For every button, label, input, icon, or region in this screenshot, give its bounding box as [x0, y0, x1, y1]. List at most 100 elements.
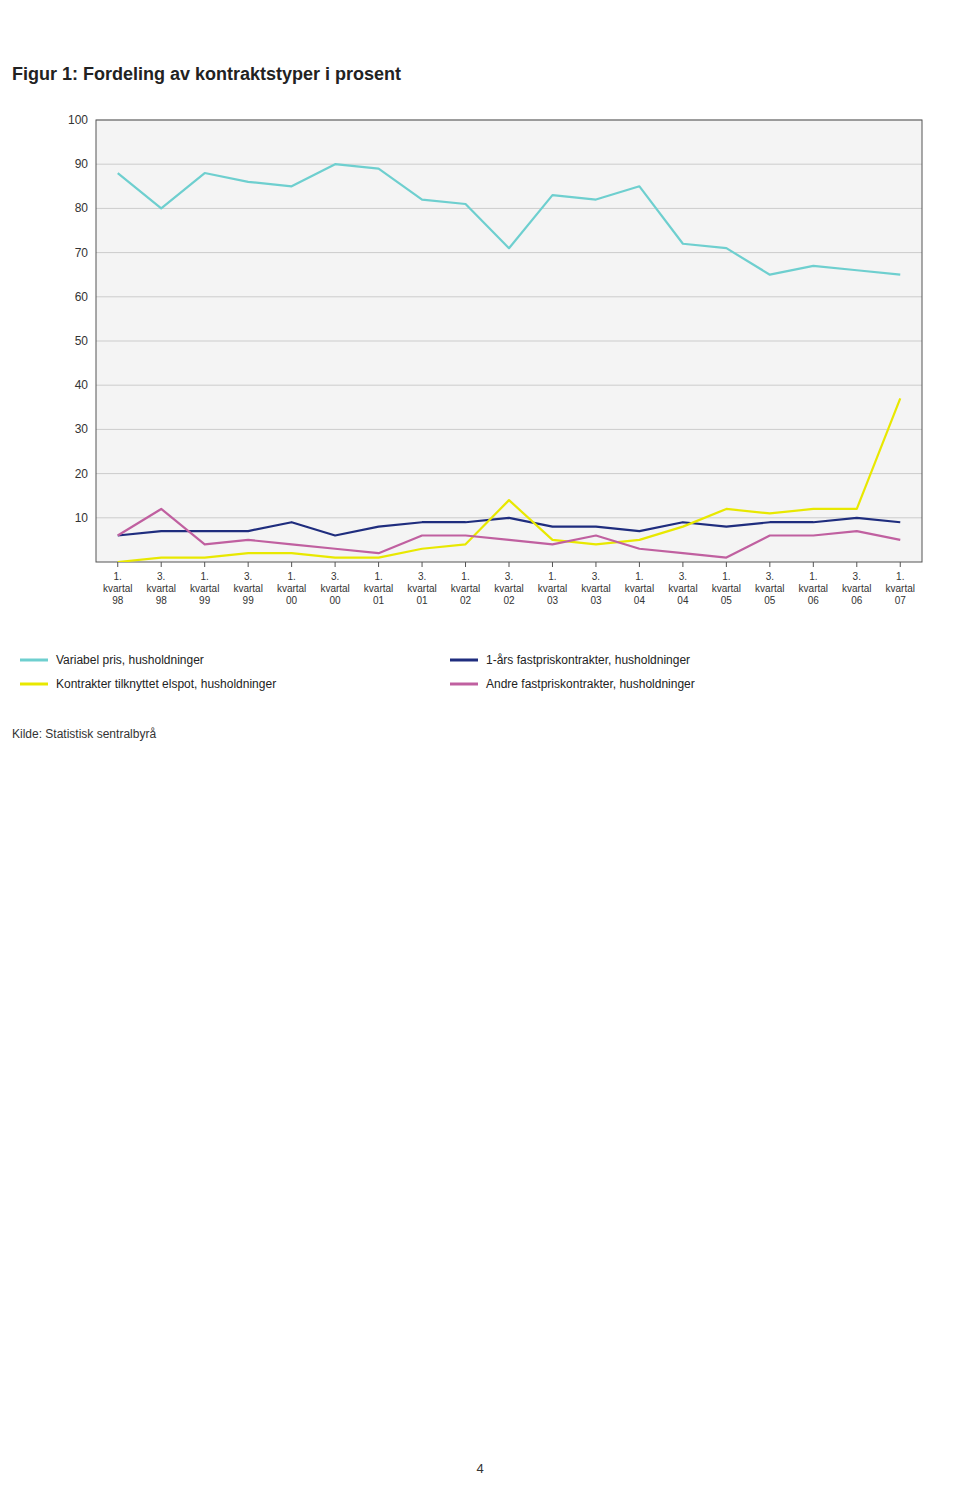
legend-swatch: [450, 683, 478, 686]
x-tick-label-line: 3.: [592, 571, 600, 582]
x-tick-label: 1.kvartal00: [277, 571, 306, 606]
x-tick: [595, 562, 596, 567]
x-tick-label-line: 02: [460, 595, 472, 606]
x-tick-label: 1.kvartal05: [712, 571, 741, 606]
grid-line: [96, 208, 922, 209]
x-tick: [204, 562, 205, 567]
x-tick-label-line: kvartal: [407, 583, 436, 594]
legend-swatch: [20, 659, 48, 662]
x-tick-label: 3.kvartal00: [320, 571, 349, 606]
x-tick-label-line: 98: [156, 595, 168, 606]
legend-label: Kontrakter tilknyttet elspot, husholdnin…: [56, 677, 276, 691]
x-tick-label-line: kvartal: [755, 583, 784, 594]
x-tick-label: 3.kvartal99: [233, 571, 262, 606]
x-tick-label-line: kvartal: [103, 583, 132, 594]
grid-line: [96, 252, 922, 253]
x-tick-label: 1.kvartal06: [799, 571, 828, 606]
x-tick-label: 1.kvartal04: [625, 571, 654, 606]
x-tick-label-line: 3.: [679, 571, 687, 582]
x-tick-label: 3.kvartal02: [494, 571, 523, 606]
x-tick-label-line: kvartal: [886, 583, 915, 594]
x-tick-label-line: 1.: [461, 571, 469, 582]
y-tick-label: 50: [75, 334, 89, 348]
x-tick-label: 1.kvartal03: [538, 571, 567, 606]
x-tick-label-line: kvartal: [581, 583, 610, 594]
series-line: [118, 518, 901, 536]
y-tick-label: 20: [75, 467, 89, 481]
x-tick-label-line: 06: [808, 595, 820, 606]
x-tick-label-line: kvartal: [364, 583, 393, 594]
y-tick-label: 70: [75, 246, 89, 260]
x-tick-label-line: 1.: [114, 571, 122, 582]
x-tick-label-line: 07: [895, 595, 907, 606]
series-line: [118, 398, 901, 562]
x-tick-label-line: kvartal: [190, 583, 219, 594]
x-tick-label-line: kvartal: [668, 583, 697, 594]
x-tick-label-line: 1.: [635, 571, 643, 582]
x-tick-label-line: 01: [416, 595, 428, 606]
legend-label: Variabel pris, husholdninger: [56, 653, 204, 667]
x-tick-label-line: kvartal: [494, 583, 523, 594]
x-tick-label-line: 1.: [809, 571, 817, 582]
x-tick-label-line: 04: [677, 595, 689, 606]
x-tick-label-line: 00: [330, 595, 342, 606]
x-tick: [509, 562, 510, 567]
chart: Figur 1: Fordeling av kontraktstyper i p…: [0, 0, 960, 1499]
x-tick-label-line: 1.: [548, 571, 556, 582]
grid-line: [96, 473, 922, 474]
y-tick-label: 40: [75, 378, 89, 392]
x-tick: [291, 562, 292, 567]
x-tick-label-line: kvartal: [712, 583, 741, 594]
x-tick-label: 1.kvartal02: [451, 571, 480, 606]
x-tick-label-line: 05: [764, 595, 776, 606]
legend-label: Andre fastpriskontrakter, husholdninger: [486, 677, 695, 691]
y-tick-label: 80: [75, 201, 89, 215]
grid-line: [96, 341, 922, 342]
x-tick: [422, 562, 423, 567]
x-tick: [248, 562, 249, 567]
x-tick: [813, 562, 814, 567]
plot-frame: [96, 120, 922, 562]
x-tick-label: 3.kvartal01: [407, 571, 436, 606]
x-tick-label-line: 01: [373, 595, 385, 606]
plot-background: [96, 120, 922, 562]
grid-line: [96, 385, 922, 386]
legend-item: Andre fastpriskontrakter, husholdninger: [450, 677, 695, 691]
x-tick-label-line: kvartal: [320, 583, 349, 594]
x-tick-label-line: 1.: [896, 571, 904, 582]
x-tick-label-line: 99: [243, 595, 255, 606]
x-tick-label: 3.kvartal98: [146, 571, 175, 606]
x-tick-label-line: 04: [634, 595, 646, 606]
x-tick-label-line: 98: [112, 595, 124, 606]
x-tick-label-line: 3.: [157, 571, 165, 582]
x-tick-label-line: 02: [503, 595, 515, 606]
x-tick-label-line: 1.: [287, 571, 295, 582]
x-tick-label-line: kvartal: [233, 583, 262, 594]
legend-item: Kontrakter tilknyttet elspot, husholdnin…: [20, 677, 276, 691]
x-tick: [726, 562, 727, 567]
x-tick: [639, 562, 640, 567]
legend-item: 1-års fastpriskontrakter, husholdninger: [450, 653, 690, 667]
x-tick-label-line: 1.: [374, 571, 382, 582]
x-tick-label-line: 3.: [766, 571, 774, 582]
legend-item: Variabel pris, husholdninger: [20, 653, 204, 667]
y-tick-label: 10: [75, 511, 89, 525]
x-tick: [335, 562, 336, 567]
grid-line: [96, 296, 922, 297]
x-tick-label-line: kvartal: [451, 583, 480, 594]
grid-line: [96, 164, 922, 165]
x-tick-label: 3.kvartal03: [581, 571, 610, 606]
x-tick: [161, 562, 162, 567]
legend-label: 1-års fastpriskontrakter, husholdninger: [486, 653, 690, 667]
x-tick: [856, 562, 857, 567]
x-tick-label-line: 3.: [418, 571, 426, 582]
x-tick-label: 1.kvartal07: [886, 571, 915, 606]
x-tick-label-line: 1.: [722, 571, 730, 582]
x-tick-label: 3.kvartal05: [755, 571, 784, 606]
x-tick-label-line: kvartal: [538, 583, 567, 594]
x-tick-label-line: kvartal: [625, 583, 654, 594]
y-tick-label: 60: [75, 290, 89, 304]
legend-swatch: [450, 659, 478, 662]
x-tick-label: 1.kvartal98: [103, 571, 132, 606]
legend-swatch: [20, 683, 48, 686]
